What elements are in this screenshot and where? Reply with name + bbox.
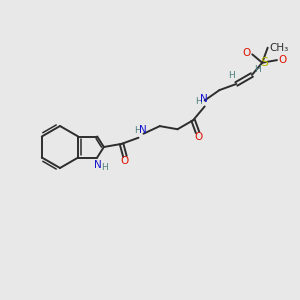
Text: H: H [254,65,261,74]
Text: O: O [279,55,287,65]
Text: O: O [194,133,203,142]
Text: H: H [134,126,141,135]
Text: N: N [200,94,208,104]
Text: S: S [260,56,268,69]
Text: H: H [101,163,108,172]
Text: O: O [121,156,129,167]
Text: O: O [242,48,250,59]
Text: N: N [139,125,146,135]
Text: H: H [195,97,202,106]
Text: N: N [94,160,102,170]
Text: H: H [228,71,235,80]
Text: CH₃: CH₃ [269,43,288,53]
